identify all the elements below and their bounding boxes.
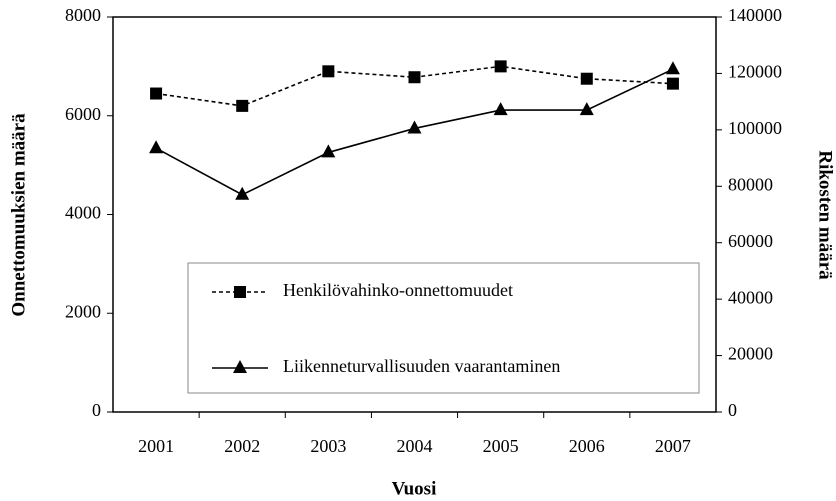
y2-tick-label: 40000 [728, 287, 773, 307]
legend-box [187, 262, 700, 394]
y2-tick-label: 140000 [728, 5, 782, 25]
y-tick-label: 4000 [65, 203, 101, 223]
data-point [666, 77, 679, 90]
y2-axis-title: Rikosten määrä [815, 150, 836, 280]
legend-marker [234, 286, 246, 298]
y-axis-title: Onnettomuuksien määrä [8, 113, 29, 317]
x-tick-label: 2003 [310, 436, 346, 456]
x-tick-label: 2001 [138, 436, 174, 456]
data-point [407, 120, 422, 134]
data-point [150, 87, 163, 100]
legend-label: Henkilövahinko-onnettomuudet [283, 280, 513, 300]
y2-tick-label: 60000 [728, 231, 773, 251]
y-tick-label: 0 [92, 400, 101, 420]
x-tick-label: 2005 [483, 436, 519, 456]
x-axis-title: Vuosi [392, 478, 437, 499]
y2-tick-label: 120000 [728, 62, 782, 82]
data-point [408, 71, 421, 84]
y-tick-label: 8000 [65, 5, 101, 25]
y-tick-label: 2000 [65, 301, 101, 321]
y2-tick-label: 100000 [728, 118, 782, 138]
x-tick-label: 2004 [397, 436, 433, 456]
data-point [493, 102, 508, 116]
x-tick-label: 2002 [224, 436, 260, 456]
y2-tick-label: 20000 [728, 344, 773, 364]
y2-tick-label: 0 [728, 400, 737, 420]
data-point [235, 186, 250, 200]
data-point [494, 60, 507, 73]
y-tick-label: 6000 [65, 104, 101, 124]
data-point [580, 72, 593, 85]
data-point [149, 140, 164, 154]
data-point [579, 102, 594, 116]
data-point [321, 144, 336, 158]
y2-tick-label: 80000 [728, 174, 773, 194]
data-point [236, 99, 249, 112]
legend-marker [233, 360, 247, 373]
x-tick-label: 2007 [655, 436, 691, 456]
data-point [322, 65, 335, 78]
x-tick-label: 2006 [569, 436, 605, 456]
legend-label: Liikenneturvallisuuden vaarantaminen [283, 356, 560, 376]
data-point [665, 61, 680, 75]
